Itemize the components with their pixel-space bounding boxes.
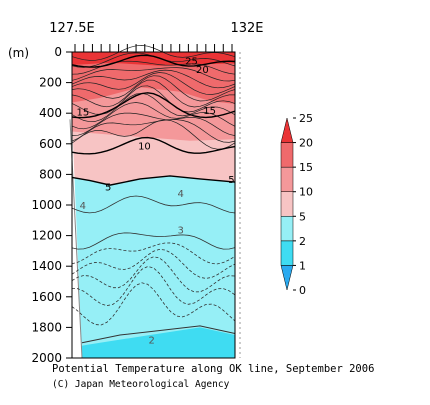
- contour-line-deep-1: [71, 232, 236, 250]
- colorbar-swatch-3: [280, 191, 294, 217]
- y-tick-label-1: 200: [39, 76, 62, 90]
- colorbar-label-7: 25: [299, 112, 313, 125]
- contour-line-upper-6: [71, 75, 236, 102]
- y-tick-label-10: 2000: [31, 351, 62, 365]
- colorbar-swatch-5: [280, 142, 294, 168]
- contour-label-1: 20: [196, 65, 209, 76]
- colorbar-label-4: 10: [299, 186, 313, 199]
- colorbar-swatch-6: [280, 117, 294, 143]
- contour-line-deep-5: [71, 266, 236, 307]
- contour-label-2: 15: [76, 108, 89, 119]
- colorbar-swatch-2: [280, 216, 294, 242]
- y-tick-label-4: 800: [39, 167, 62, 181]
- colorbar-label-6: 20: [299, 137, 313, 150]
- y-tick-label-5: 1000: [31, 198, 62, 212]
- colorbar-label-0: 0: [299, 284, 306, 297]
- credit-line: (C) Japan Meteorological Agency: [52, 379, 230, 390]
- colorbar-label-3: 5: [299, 210, 306, 223]
- contour-line-upper-13: [71, 119, 236, 150]
- contour-line-deep-2: [71, 242, 236, 265]
- contour-label-8: 4: [177, 189, 183, 200]
- contour-label-3: 15: [203, 106, 216, 117]
- contour-label-10: 2: [149, 336, 155, 347]
- contour-line-major-0: [71, 54, 236, 68]
- contour-line-deep-3: [71, 248, 236, 279]
- contour-line-upper-10: [71, 102, 236, 130]
- contour-line-major-2: [71, 136, 236, 155]
- y-tick-label-0: 0: [54, 45, 62, 59]
- contour-line-upper-7: [71, 79, 235, 108]
- y-tick-label-6: 1200: [31, 229, 62, 243]
- y-axis-unit: (m): [8, 46, 29, 60]
- x-tick-label-0: 127.5E: [49, 21, 94, 36]
- contour-label-4: 10: [138, 141, 151, 152]
- colorbar-label-2: 2: [299, 235, 306, 248]
- contour-line-upper-5: [71, 72, 236, 95]
- y-tick-label-3: 600: [39, 137, 62, 151]
- contour-line-upper-3: [71, 67, 236, 82]
- chart-title: Potential Temperature along OK line, Sep…: [52, 363, 374, 375]
- colorbar-label-1: 1: [299, 259, 306, 272]
- y-tick-label-9: 1800: [31, 320, 62, 334]
- contour-label-5: 5: [105, 183, 111, 194]
- contour-line-upper-12: [71, 119, 236, 143]
- y-tick-label-7: 1400: [31, 259, 62, 273]
- contour-label-6: 5: [228, 175, 234, 186]
- colorbar-swatch-1: [280, 240, 294, 266]
- band-1: [72, 52, 235, 105]
- contour-line-5: [71, 175, 236, 186]
- contour-label-7: 4: [80, 201, 86, 212]
- contour-line-2: [81, 325, 236, 344]
- contour-line-upper-9: [71, 92, 236, 123]
- contour-line-upper-2: [71, 60, 236, 75]
- colorbar-swatch-4: [280, 166, 294, 192]
- y-tick-label-2: 400: [39, 106, 62, 120]
- colorbar-label-5: 15: [299, 161, 313, 174]
- contour-label-0: 25: [185, 56, 198, 67]
- x-tick-label-1: 132E: [230, 21, 263, 36]
- band-1-2: [72, 327, 235, 358]
- contour-line-upper-4: [71, 69, 236, 89]
- contour-line-upper-11: [71, 112, 236, 136]
- contour-label-9: 3: [177, 225, 183, 236]
- contour-line-deep-0: [71, 195, 236, 214]
- colorbar-swatch-0: [280, 265, 294, 291]
- contour-line-deep-4: [71, 256, 236, 293]
- y-tick-label-8: 1600: [31, 290, 62, 304]
- contour-line-major-1: [71, 92, 236, 119]
